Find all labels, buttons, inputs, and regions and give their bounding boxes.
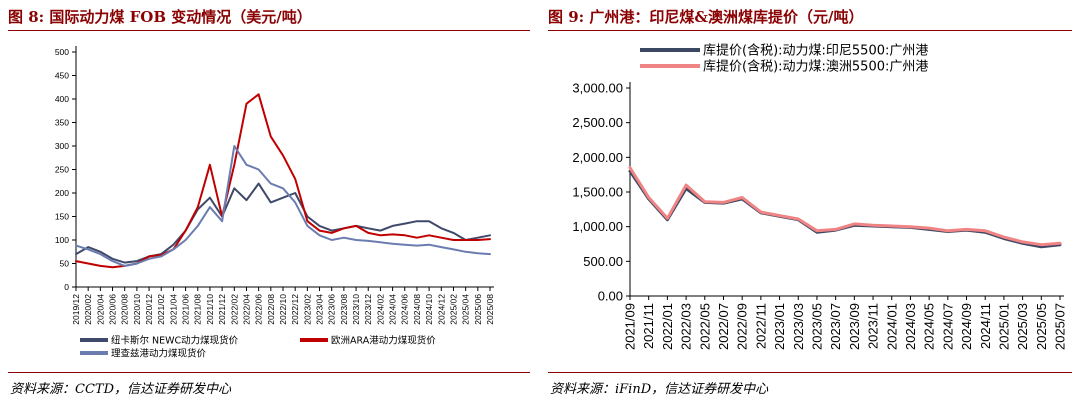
x-tick-label: 2021/10 <box>205 294 215 325</box>
x-tick-label: 2021/08 <box>193 294 203 325</box>
x-tick-label: 2022/10 <box>278 294 288 325</box>
x-tick-label: 2025/01 <box>996 303 1011 350</box>
series-line-0-2 <box>75 145 491 267</box>
x-tick-label: 2022/05 <box>697 303 712 350</box>
x-tick-label: 2024/08 <box>412 294 422 325</box>
x-tick-label: 2022/11 <box>753 303 768 349</box>
x-tick-label: 2022/01 <box>660 303 675 350</box>
right-source-rule <box>548 372 1072 373</box>
x-tick-label: 2020/04 <box>95 294 105 325</box>
x-tick-label: 2025/02 <box>448 294 458 325</box>
x-tick-label: 2023/02 <box>302 294 312 325</box>
y-tick-label: 100 <box>55 235 69 245</box>
y-tick-label: 500.00 <box>583 254 623 269</box>
x-tick-label: 2025/04 <box>461 294 471 325</box>
x-tick-label: 2024/03 <box>903 303 918 350</box>
y-tick-label: 3,000.00 <box>572 81 623 96</box>
y-tick-label: 450 <box>55 70 69 80</box>
series-line-1-1 <box>628 166 1062 247</box>
y-tick-label: 400 <box>55 94 69 104</box>
y-tick-label: 300 <box>55 141 69 151</box>
x-tick-label: 2020/08 <box>120 294 130 325</box>
x-tick-label: 2024/11 <box>978 303 993 349</box>
left-source-note: 资料来源：CCTD，信达证券研发中心 <box>10 382 231 397</box>
x-tick-label: 2025/03 <box>1015 303 1030 350</box>
y-tick-label: 0 <box>64 282 69 292</box>
y-tick-label: 500 <box>55 47 69 57</box>
y-tick-label: 2,000.00 <box>572 150 623 165</box>
series-line-0-0 <box>75 182 491 264</box>
x-tick-label: 2022/12 <box>290 294 300 325</box>
x-tick-label: 2024/07 <box>940 303 955 350</box>
x-tick-label: 2020/06 <box>108 294 118 325</box>
x-tick-label: 2023/05 <box>810 303 825 350</box>
x-tick-label: 2021/06 <box>181 294 191 325</box>
x-tick-label: 2023/09 <box>847 303 862 350</box>
x-tick-label: 2022/09 <box>735 303 750 350</box>
x-tick-label: 2023/01 <box>772 303 787 350</box>
x-tick-label: 2020/10 <box>132 294 142 325</box>
x-tick-label: 2023/06 <box>327 294 337 325</box>
x-tick-label: 2023/04 <box>315 294 325 325</box>
x-tick-label: 2023/07 <box>828 303 843 350</box>
x-tick-label: 2025/08 <box>485 294 495 325</box>
legend-label-0-2: 理查兹港动力煤现货价 <box>111 347 207 359</box>
y-tick-label: 150 <box>55 211 69 221</box>
x-tick-label: 2021/11 <box>641 303 656 349</box>
legend-label-0-1: 欧洲ARA港动力煤现货价 <box>331 334 436 346</box>
y-tick-label: 200 <box>55 188 69 198</box>
x-tick-label: 2022/06 <box>254 294 264 325</box>
right-source-note: 资料来源：iFinD，信达证券研发中心 <box>550 382 769 397</box>
x-tick-label: 2025/06 <box>473 294 483 325</box>
x-tick-label: 2024/01 <box>884 303 899 350</box>
x-tick-label: 2024/12 <box>436 294 446 325</box>
x-tick-label: 2024/06 <box>400 294 410 325</box>
y-tick-label: 350 <box>55 117 69 127</box>
x-tick-label: 2022/07 <box>716 303 731 350</box>
x-tick-label: 2021/09 <box>623 303 638 350</box>
x-tick-label: 2022/04 <box>241 294 251 325</box>
x-tick-label: 2024/02 <box>375 294 385 325</box>
x-tick-label: 2021/12 <box>217 294 227 325</box>
x-tick-label: 2023/12 <box>363 294 373 325</box>
x-tick-label: 2020/02 <box>83 294 93 325</box>
x-tick-label: 2024/05 <box>922 303 937 350</box>
x-tick-label: 2020/12 <box>144 294 154 325</box>
y-tick-label: 50 <box>60 258 70 268</box>
x-tick-label: 2022/03 <box>679 303 694 350</box>
x-tick-label: 2023/03 <box>791 303 806 350</box>
y-tick-label: 250 <box>55 164 69 174</box>
y-tick-label: 0.00 <box>598 289 623 304</box>
x-tick-label: 2024/10 <box>424 294 434 325</box>
x-tick-label: 2023/11 <box>866 303 881 349</box>
x-tick-label: 2022/08 <box>266 294 276 325</box>
left-chart-title: 图 8: 国际动力煤 FOB 变动情况（美元/吨） <box>8 8 312 26</box>
x-tick-label: 2025/07 <box>1053 303 1068 350</box>
legend-label-1-1: 库提价(含税):动力煤:澳洲5500:广州港 <box>703 59 928 75</box>
y-tick-label: 1,500.00 <box>572 185 623 200</box>
x-tick-label: 2023/08 <box>339 294 349 325</box>
legend-label-0-0: 纽卡斯尔 NEWC动力煤现货价 <box>111 334 239 346</box>
series-line-0-1 <box>75 93 491 269</box>
x-tick-label: 2021/02 <box>156 294 166 325</box>
x-tick-label: 2024/09 <box>959 303 974 350</box>
x-tick-label: 2019/12 <box>71 294 81 325</box>
left-title-rule <box>8 30 530 31</box>
x-tick-label: 2025/05 <box>1034 303 1049 350</box>
x-tick-label: 2022/02 <box>229 294 239 325</box>
y-tick-label: 2,500.00 <box>572 115 623 130</box>
x-tick-label: 2021/04 <box>168 294 178 325</box>
y-tick-label: 1,000.00 <box>572 219 623 234</box>
legend-label-1-0: 库提价(含税):动力煤:印尼5500:广州港 <box>703 43 928 59</box>
right-chart-title: 图 9: 广州港：印尼煤&澳洲煤库提价（元/吨） <box>548 8 864 26</box>
x-tick-label: 2024/04 <box>388 294 398 325</box>
x-tick-label: 2023/10 <box>351 294 361 325</box>
right-title-rule <box>548 30 1072 31</box>
left-source-rule <box>8 372 530 373</box>
